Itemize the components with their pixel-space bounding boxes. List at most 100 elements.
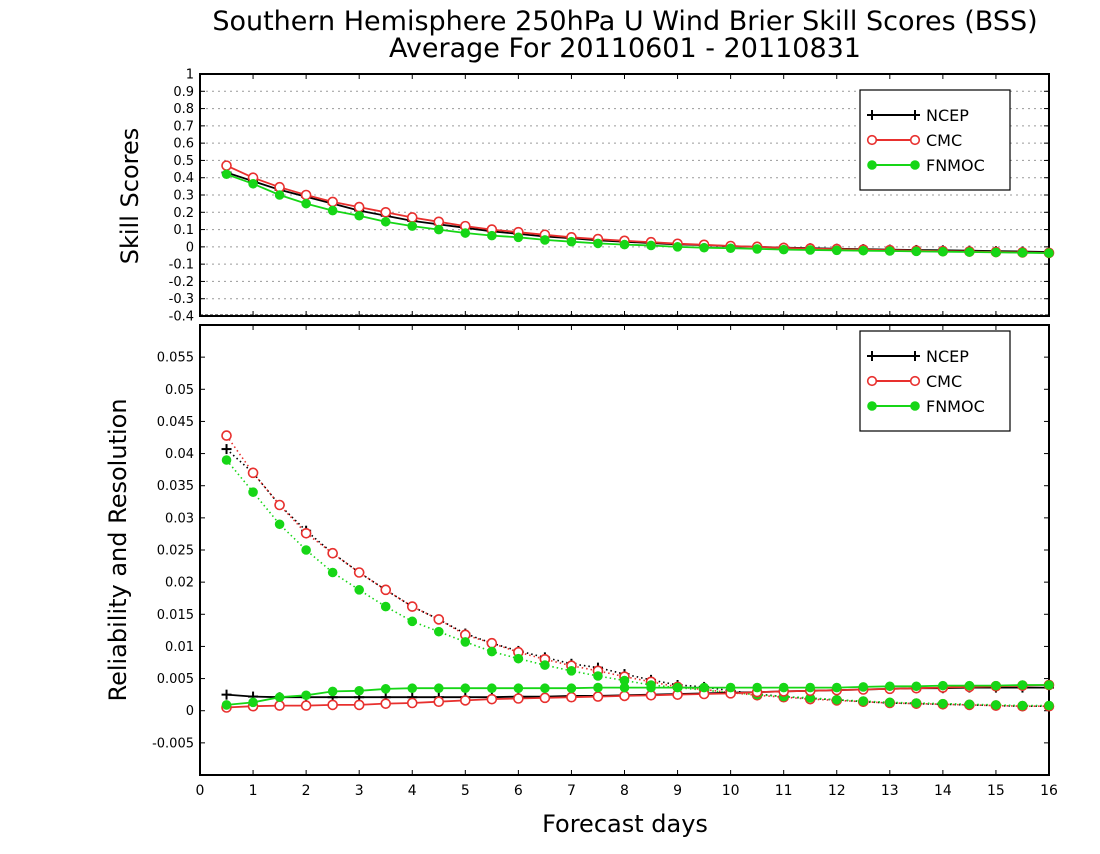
- data-point-filled-circle: [646, 682, 656, 693]
- data-point-filled-circle: [938, 246, 948, 257]
- data-point-filled-circle: [1044, 680, 1054, 690]
- data-point-filled-circle: [540, 660, 550, 670]
- legend-label-ncep: NCEP: [926, 106, 969, 125]
- data-point-filled-circle: [858, 682, 869, 692]
- data-point-filled-circle: [487, 230, 497, 241]
- y-tick-label: 0.8: [173, 102, 194, 117]
- y-tick-label: 0.2: [173, 206, 194, 221]
- data-point-filled-circle: [911, 698, 922, 708]
- y-tick-label: 0.1: [173, 223, 194, 238]
- y-tick-label: 0.4: [173, 171, 194, 186]
- series-line: [225, 435, 1049, 708]
- data-point-filled-circle: [646, 240, 656, 251]
- data-point-filled-circle: [805, 682, 816, 693]
- data-point-filled-circle: [938, 698, 948, 709]
- y-tick-label: 0.6: [173, 137, 194, 152]
- data-point-filled-circle: [248, 487, 258, 497]
- data-point-open-circle: [300, 700, 312, 711]
- data-point-filled-circle: [831, 245, 842, 256]
- data-point-open-circle: [380, 698, 392, 709]
- y-tick-label: 0.05: [165, 383, 194, 398]
- data-point-filled-circle: [407, 221, 418, 231]
- x-tick-label: 7: [567, 783, 576, 799]
- data-point-filled-circle: [540, 235, 550, 245]
- data-point-filled-circle: [964, 247, 975, 257]
- data-point-filled-circle: [380, 216, 391, 227]
- x-tick-label: 14: [934, 783, 952, 799]
- data-point-filled-circle: [699, 682, 709, 693]
- data-point-open-circle: [327, 196, 338, 208]
- data-point-filled-circle: [778, 244, 789, 255]
- x-tick-label: 4: [408, 783, 417, 799]
- series-line: [225, 459, 1049, 707]
- x-tick-label: 1: [249, 783, 258, 799]
- data-point-open-circle: [486, 693, 498, 705]
- data-point-filled-circle: [991, 680, 1001, 691]
- data-point-filled-circle: [752, 682, 762, 693]
- data-point-filled-circle: [380, 601, 391, 612]
- series-fnmoc: [221, 169, 1054, 258]
- data-point-open-circle: [592, 691, 604, 702]
- data-point-filled-circle: [274, 519, 285, 530]
- data-point-filled-circle: [274, 692, 285, 703]
- data-point-open-circle: [909, 375, 921, 387]
- data-point-filled-circle: [911, 246, 922, 257]
- x-tick-label: 12: [828, 783, 846, 799]
- data-point-filled-circle: [885, 697, 895, 708]
- data-point-plus: [910, 110, 920, 120]
- data-point-filled-circle: [725, 243, 736, 254]
- data-point-filled-circle: [858, 696, 869, 706]
- series-cmc-resolution: [221, 430, 1055, 712]
- data-point-filled-circle: [460, 683, 471, 694]
- data-point-filled-circle: [540, 683, 550, 694]
- y-tick-label: 0.01: [165, 640, 194, 655]
- data-point-open-circle: [433, 696, 445, 708]
- data-point-filled-circle: [699, 242, 709, 253]
- series-fnmoc-reliability: [221, 680, 1054, 710]
- data-point-filled-circle: [672, 682, 683, 693]
- data-point-filled-circle: [354, 210, 364, 221]
- y-tick-label: -0.1: [169, 258, 194, 273]
- data-point-open-circle: [460, 695, 471, 706]
- data-point-open-circle: [221, 160, 232, 171]
- data-point-filled-circle: [301, 198, 311, 209]
- data-point-filled-circle: [885, 681, 895, 692]
- data-point-filled-circle: [964, 699, 975, 710]
- series-line: [225, 448, 1049, 708]
- data-point-filled-circle: [778, 682, 789, 693]
- data-point-filled-circle: [274, 190, 285, 200]
- data-point-filled-circle: [619, 239, 630, 250]
- data-point-open-circle: [327, 547, 338, 559]
- data-point-filled-circle: [221, 700, 232, 710]
- y-tick-label: -0.4: [169, 310, 194, 325]
- data-point-open-circle: [486, 637, 498, 649]
- data-point-open-circle: [513, 693, 524, 704]
- data-point-filled-circle: [867, 401, 877, 411]
- data-point-filled-circle: [354, 585, 364, 595]
- y-tick-label: 0.9: [173, 85, 194, 100]
- legend: NCEP CMC FNMOC: [859, 330, 1011, 432]
- data-point-filled-circle: [566, 236, 577, 247]
- y-tick-label: 0: [186, 704, 194, 719]
- legend-label-cmc: CMC: [926, 372, 962, 391]
- data-point-filled-circle: [831, 694, 842, 705]
- data-point-filled-circle: [885, 246, 895, 256]
- legend-label-fnmoc: FNMOC: [926, 156, 985, 175]
- legend: NCEP CMC FNMOC: [859, 89, 1011, 191]
- x-tick-label: 10: [722, 783, 740, 799]
- data-point-filled-circle: [407, 683, 418, 694]
- x-axis-title: Forecast days: [542, 810, 708, 838]
- data-point-filled-circle: [593, 238, 603, 249]
- x-tick-label: 3: [355, 783, 364, 799]
- data-point-filled-circle: [433, 224, 444, 235]
- data-point-open-circle: [866, 375, 878, 387]
- data-point-plus: [221, 444, 232, 455]
- y-tick-label: 1: [186, 68, 194, 83]
- data-point-filled-circle: [910, 160, 920, 170]
- data-point-filled-circle: [593, 671, 603, 681]
- data-point-filled-circle: [301, 690, 311, 701]
- y-tick-label: 0.02: [165, 576, 194, 591]
- data-point-filled-circle: [301, 545, 311, 555]
- data-point-filled-circle: [566, 666, 577, 676]
- data-point-open-circle: [300, 189, 312, 201]
